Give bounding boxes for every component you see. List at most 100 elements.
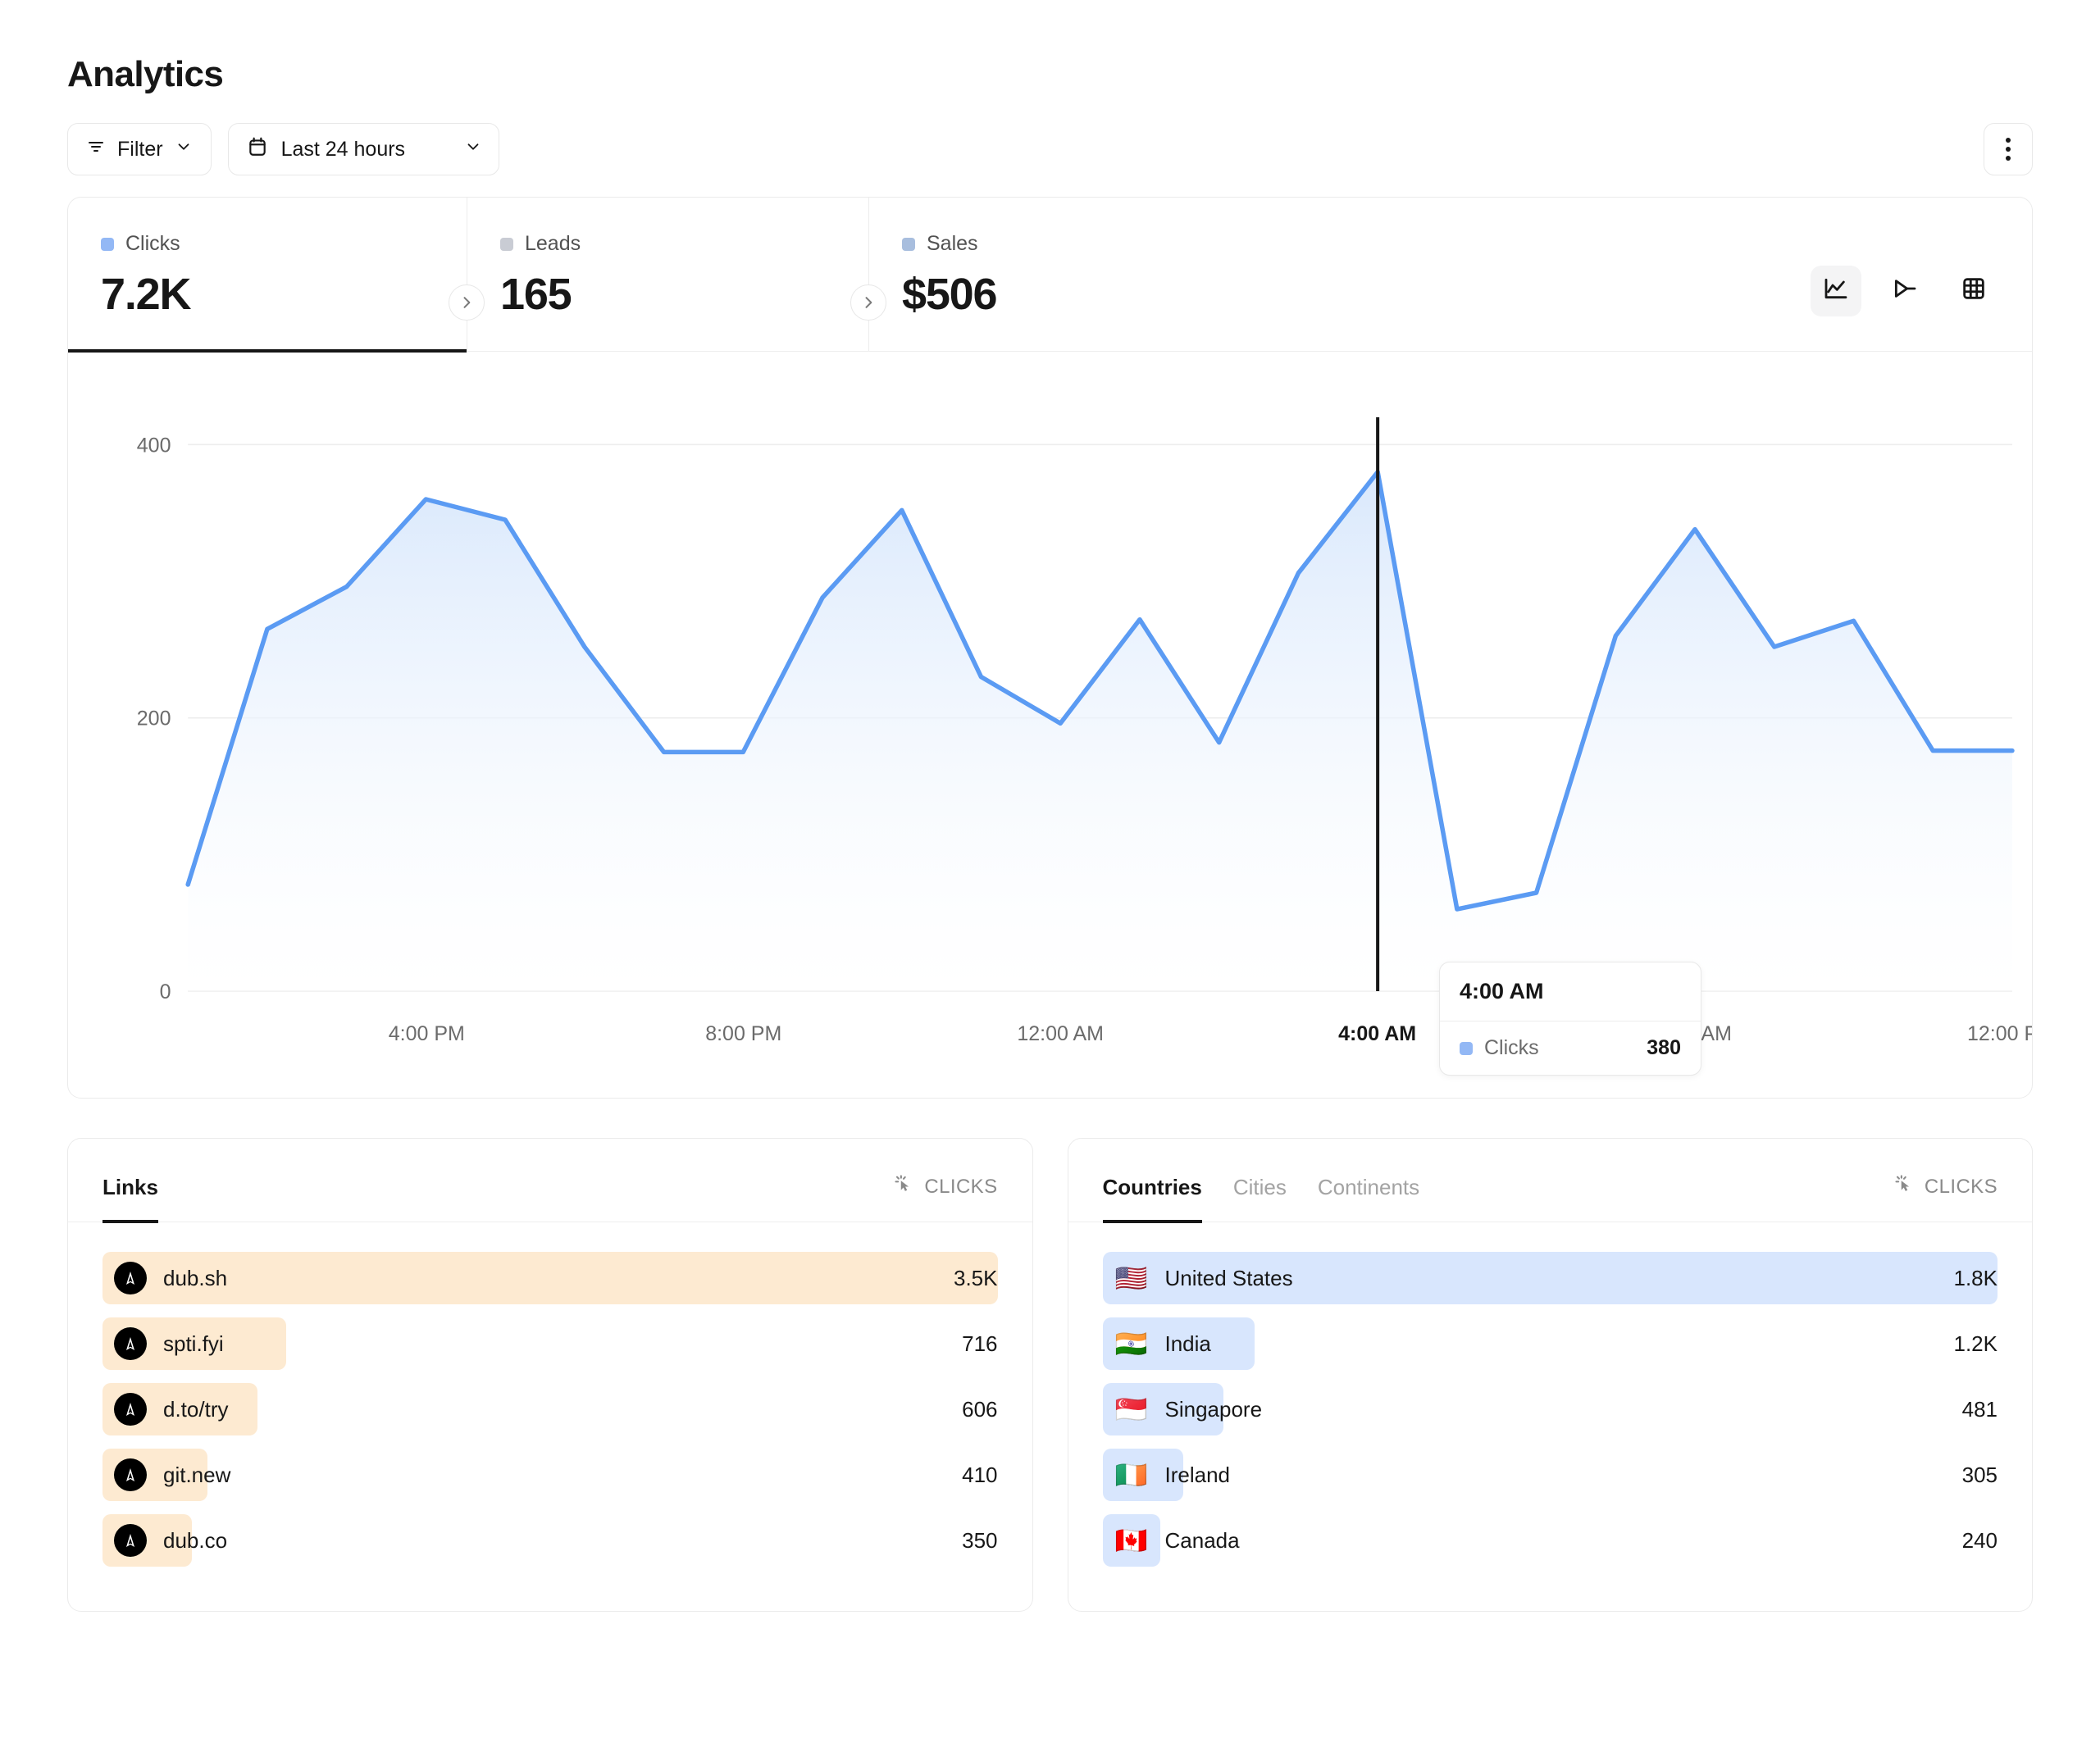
svg-text:4:00 PM: 4:00 PM — [389, 1022, 465, 1045]
row-value: 350 — [962, 1527, 998, 1553]
row-content: d.to/try — [102, 1393, 228, 1426]
link-row[interactable]: spti.fyi 716 — [102, 1311, 998, 1376]
country-row[interactable]: 🇮🇪 Ireland 305 — [1102, 1442, 1998, 1508]
tooltip-series-label: Clicks — [1484, 1036, 1539, 1059]
locations-metric-selector[interactable]: CLICKS — [1893, 1173, 1998, 1222]
country-row[interactable]: 🇮🇳 India 1.2K — [1102, 1311, 1998, 1376]
chevron-down-icon — [464, 138, 482, 162]
row-bar — [1102, 1317, 1255, 1370]
filter-button[interactable]: Filter — [67, 123, 212, 175]
tab-links[interactable]: Links — [102, 1175, 158, 1223]
date-range-button[interactable]: Last 24 hours — [227, 123, 500, 175]
svg-text:0: 0 — [160, 980, 171, 1003]
row-bar — [1102, 1449, 1183, 1501]
row-bar — [102, 1252, 998, 1304]
sales-color-swatch — [902, 237, 915, 251]
row-label: Canada — [1164, 1527, 1240, 1553]
table-grid-icon — [1961, 275, 1987, 306]
locations-metric-label: CLICKS — [1924, 1175, 1998, 1198]
row-content: 🇮🇪 Ireland — [1103, 1462, 1231, 1488]
chart-svg — [185, 417, 2015, 992]
metric-tab-leads[interactable]: Leads 165 — [467, 198, 868, 351]
row-label: dub.co — [163, 1527, 228, 1553]
metric-label: Sales — [927, 232, 978, 255]
metric-value: 165 — [500, 270, 572, 319]
row-label: Singapore — [1164, 1396, 1263, 1422]
row-content: 🇮🇳 India — [1103, 1331, 1211, 1357]
tooltip-time: 4:00 AM — [1440, 962, 1701, 1021]
links-panel-header: Links CLICKS — [68, 1139, 1032, 1223]
row-bar — [1102, 1383, 1223, 1435]
row-label: United States — [1164, 1265, 1293, 1290]
tab-countries[interactable]: Countries — [1102, 1175, 1203, 1223]
row-content: dub.sh — [102, 1262, 227, 1294]
bottom-panels: Links CLICKS dub.sh 3.5K spti.fyi 716 d.to/t… — [67, 1138, 2033, 1612]
svg-text:8:00 PM: 8:00 PM — [705, 1022, 781, 1045]
row-value: 481 — [1961, 1396, 1998, 1422]
metric-tab-sales[interactable]: Sales $506 — [868, 198, 1270, 351]
row-label: Ireland — [1164, 1462, 1231, 1487]
country-flag-icon: 🇨🇦 — [1114, 1525, 1148, 1556]
row-label: India — [1164, 1331, 1211, 1356]
more-options-button[interactable] — [1984, 123, 2033, 175]
view-button-line-chart[interactable] — [1811, 265, 1861, 316]
line-chart-icon — [1823, 275, 1849, 306]
row-label: spti.fyi — [163, 1331, 224, 1356]
svg-text:12:00 PM: 12:00 PM — [1967, 1022, 2032, 1045]
chevron-right-icon-leads-to-sales[interactable] — [850, 284, 886, 321]
links-metric-selector[interactable]: CLICKS — [893, 1173, 997, 1222]
links-panel: Links CLICKS dub.sh 3.5K spti.fyi 716 d.to/t… — [67, 1138, 1033, 1612]
row-value: 3.5K — [954, 1265, 998, 1290]
row-bar — [1102, 1514, 1161, 1567]
date-range-label: Last 24 hours — [280, 137, 406, 161]
country-row[interactable]: 🇺🇸 United States 1.8K — [1102, 1245, 1998, 1311]
row-content: dub.co — [102, 1524, 227, 1557]
view-toggle-group — [1811, 198, 2032, 351]
row-label: git.new — [163, 1462, 231, 1487]
tab-cities[interactable]: Cities — [1232, 1175, 1287, 1199]
metrics-tabs: Clicks 7.2K Leads 165 Sales $506 — [68, 198, 2032, 353]
tab-continents[interactable]: Continents — [1317, 1175, 1420, 1199]
row-value: 716 — [962, 1331, 998, 1356]
tooltip-series-value: 380 — [1647, 1036, 1681, 1059]
row-label: dub.sh — [163, 1265, 228, 1290]
link-row[interactable]: dub.sh 3.5K — [102, 1245, 998, 1311]
row-value: 606 — [962, 1396, 998, 1422]
chevron-right-icon-clicks-to-leads[interactable] — [449, 284, 485, 321]
country-rows: 🇺🇸 United States 1.8K 🇮🇳 India 1.2K 🇸🇬 Singapor… — [1068, 1222, 2033, 1573]
row-value: 410 — [962, 1462, 998, 1487]
view-button-table[interactable] — [1948, 266, 1999, 316]
cursor-click-icon — [893, 1173, 914, 1200]
metric-tab-clicks[interactable]: Clicks 7.2K — [68, 198, 467, 353]
metric-label: Clicks — [125, 232, 180, 255]
dub-logo-icon — [114, 1458, 147, 1491]
clicks-color-swatch — [101, 237, 114, 251]
view-button-funnel[interactable] — [1879, 266, 1930, 316]
metric-label: Leads — [525, 232, 581, 255]
svg-text:200: 200 — [137, 707, 171, 730]
metric-head: Clicks — [101, 232, 467, 256]
metric-value: $506 — [902, 270, 998, 319]
metric-head: Sales — [902, 232, 1270, 256]
locations-panel: Countries Cities Continents CLICKS 🇺 — [1067, 1138, 2033, 1612]
calendar-icon — [247, 136, 268, 163]
row-content: 🇸🇬 Singapore — [1103, 1394, 1263, 1425]
links-metric-label: CLICKS — [924, 1175, 998, 1198]
link-row[interactable]: dub.co 350 — [102, 1508, 998, 1573]
country-flag-icon: 🇸🇬 — [1114, 1394, 1148, 1425]
dub-logo-icon — [114, 1524, 147, 1557]
more-vertical-icon — [2006, 138, 2011, 161]
links-rows: dub.sh 3.5K spti.fyi 716 d.to/try 606 git.new 4… — [68, 1222, 1032, 1573]
country-flag-icon: 🇮🇳 — [1114, 1328, 1148, 1359]
country-row[interactable]: 🇨🇦 Canada 240 — [1102, 1508, 1998, 1573]
country-flag-icon: 🇺🇸 — [1114, 1263, 1148, 1294]
filter-label: Filter — [117, 137, 163, 161]
toolbar: Filter Last 24 hours — [67, 123, 2033, 175]
country-row[interactable]: 🇸🇬 Singapore 481 — [1102, 1376, 1998, 1442]
link-row[interactable]: git.new 410 — [102, 1442, 998, 1508]
svg-text:4:00 AM: 4:00 AM — [1338, 1022, 1416, 1045]
link-row[interactable]: d.to/try 606 — [102, 1376, 998, 1442]
